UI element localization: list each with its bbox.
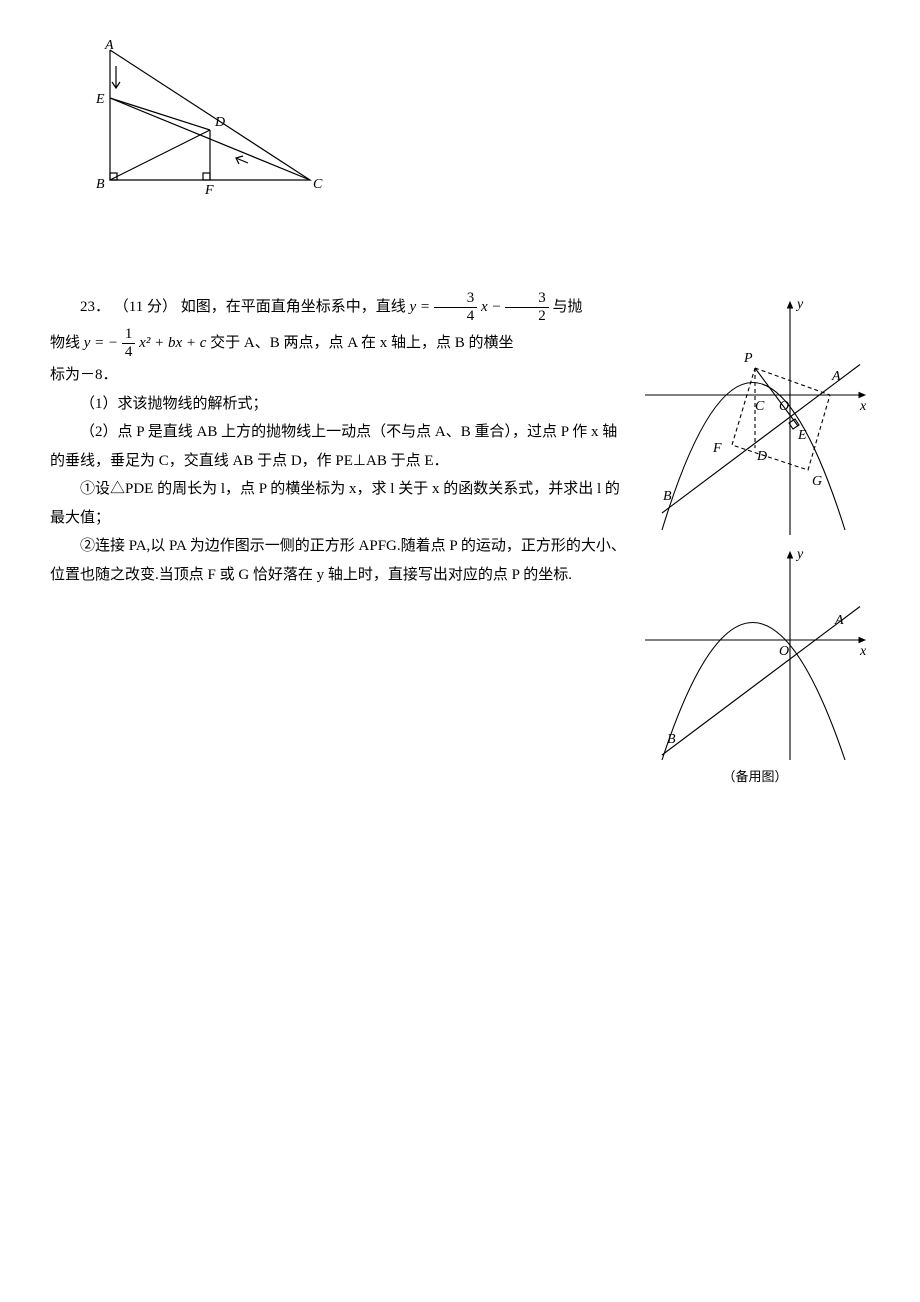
triangle-svg: A E B F D C <box>50 40 350 200</box>
c2-A: A <box>834 613 844 628</box>
line2-a: 物线 <box>50 335 84 351</box>
point-c: C <box>313 177 323 192</box>
c2-origin: O <box>779 644 789 659</box>
c1-G: G <box>812 474 822 489</box>
problem-header: 23． （11 分） 如图，在平面直角坐标系中，直线 y = 3 4 x − 3… <box>50 290 628 326</box>
c1-A: A <box>831 369 841 384</box>
line3: 标为－8． <box>50 361 628 390</box>
line2-b: 交于 A、B 两点，点 A 在 x 轴上，点 B 的横坐 <box>210 335 513 351</box>
c1-C: C <box>755 399 765 414</box>
q2a: ①设△PDE 的周长为 l，点 P 的横坐标为 x，求 l 关于 x 的函数关系… <box>50 475 628 532</box>
q2b: ②连接 PA,以 PA 为边作图示一侧的正方形 APFG.随着点 P 的运动，正… <box>50 532 628 589</box>
triangle-diagram: A E B F D C <box>50 40 870 200</box>
point-d: D <box>214 115 225 130</box>
intro-b: 与抛 <box>553 299 583 315</box>
c1-origin: O <box>779 399 789 414</box>
diagrams-column: x y O P A C D E F G B <box>640 290 870 790</box>
point-f: F <box>204 183 214 198</box>
c2-B: B <box>667 732 676 747</box>
eq2-frac1: 1 4 <box>122 326 136 362</box>
q1: （1）求该抛物线的解析式； <box>50 390 628 419</box>
problem-text: 23． （11 分） 如图，在平面直角坐标系中，直线 y = 3 4 x − 3… <box>50 290 628 589</box>
main-diagram: x y O P A C D E F G B <box>640 290 870 540</box>
c1-xlabel: x <box>859 399 867 414</box>
eq1-frac1: 3 4 <box>434 290 478 326</box>
eq1-frac2: 3 2 <box>505 290 549 326</box>
c1-ylabel: y <box>795 297 804 312</box>
q2: （2）点 P 是直线 AB 上方的抛物线上一动点（不与点 A、B 重合），过点 … <box>50 418 628 475</box>
line2: 物线 y = − 1 4 x² + bx + c 交于 A、B 两点，点 A 在… <box>50 326 628 362</box>
eq1-y: y = <box>409 299 433 315</box>
c2-xlabel: x <box>859 644 867 659</box>
eq2-pre: y = − <box>84 335 122 351</box>
point-a: A <box>104 40 114 53</box>
problem-number: 23． <box>80 299 110 315</box>
c1-F: F <box>712 441 722 456</box>
c1-D: D <box>756 449 767 464</box>
problem-points: （11 分） <box>114 299 177 315</box>
point-b: B <box>96 177 105 192</box>
spare-diagram: x y O A B <box>640 540 870 765</box>
eq1-mid: x − <box>481 299 505 315</box>
point-e: E <box>95 92 105 107</box>
c1-P: P <box>743 351 753 366</box>
eq2-suf: x² + bx + c <box>139 335 206 351</box>
spare-caption: （备用图） <box>640 765 870 790</box>
c1-B: B <box>663 489 672 504</box>
c2-ylabel: y <box>795 547 804 562</box>
intro-a: 如图，在平面直角坐标系中，直线 <box>181 299 410 315</box>
c1-E: E <box>797 428 807 443</box>
